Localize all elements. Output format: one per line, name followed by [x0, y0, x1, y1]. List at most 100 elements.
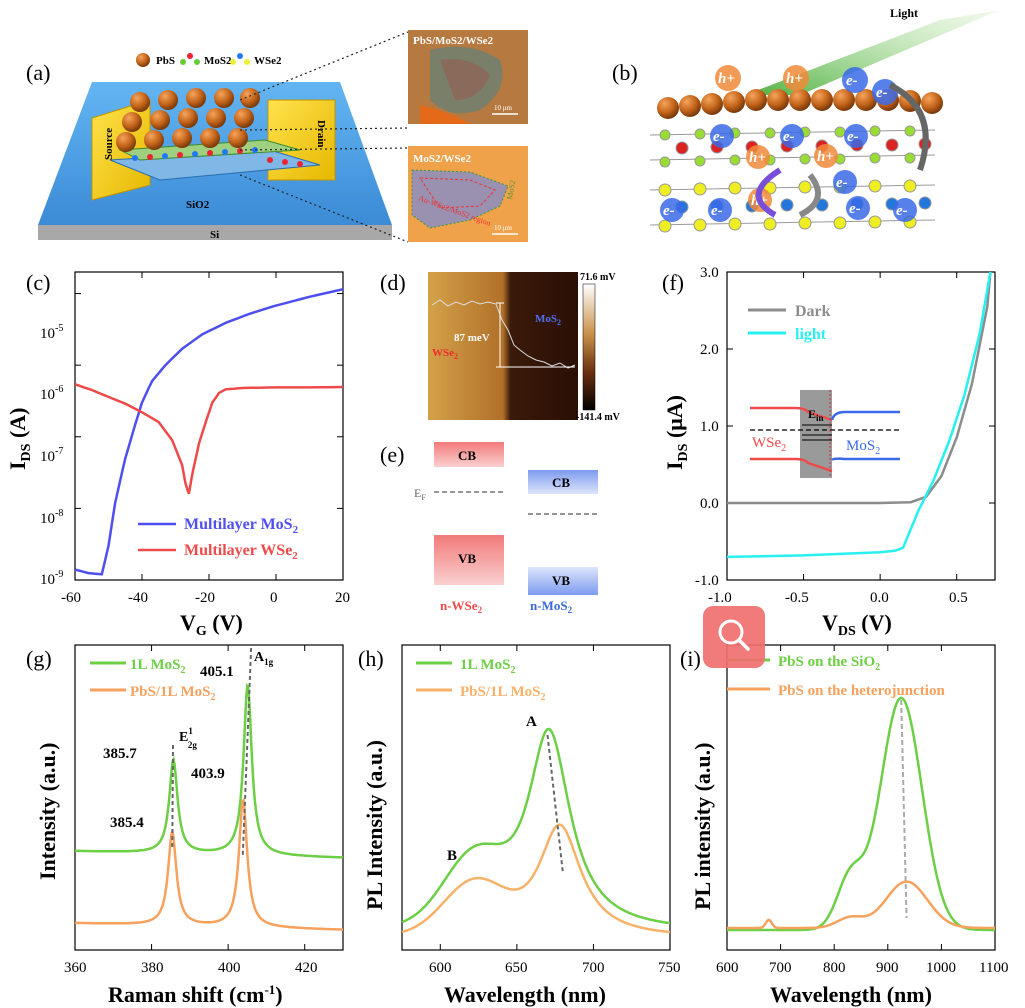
mos2-cb [528, 470, 598, 494]
svg-text:e-: e- [847, 129, 859, 145]
plot-h-lines [401, 727, 671, 934]
i-xtick-5: 1100 [979, 960, 1008, 976]
wse2-layer [649, 179, 936, 233]
h-xtick-2: 700 [582, 960, 605, 976]
i-xlabel: Wavelength (nm) [770, 982, 932, 1007]
inset-top-title: PbS/MoS2/WSe2 [413, 35, 494, 47]
svg-text:h+: h+ [718, 71, 735, 87]
legend-mos2: MoS2 [204, 55, 232, 67]
svg-text:e-: e- [876, 85, 888, 101]
plot-f-lines [726, 271, 992, 559]
h-peak-a: A [526, 714, 537, 730]
mos2-vb [528, 567, 598, 595]
h-legend-pbs: PbS/1L MoS2 [460, 684, 545, 703]
pbs-quantum-dots [116, 88, 260, 152]
panel-label-c: (c) [26, 270, 50, 295]
plot-h-frame [401, 644, 671, 951]
g-shift-line-2 [241, 647, 253, 859]
f-ytick-0: -1.0 [695, 573, 719, 589]
g-xtick-0: 360 [64, 960, 87, 976]
g-legend-1l: 1L MoS2 [130, 657, 185, 676]
plot-i-lines [727, 696, 995, 932]
mos2-cb-label: CB [552, 475, 570, 490]
svg-text:e-: e- [663, 203, 675, 219]
electron-arrow [798, 173, 821, 218]
c-xtick-1: -40 [128, 590, 148, 606]
panel-f: (f) -1.0 -0.5 0.0 0.5 -1.0 0.0 1.0 2.0 3… [662, 265, 996, 639]
h-xlabel: Wavelength (nm) [444, 982, 606, 1007]
svg-text:h+: h+ [749, 150, 766, 166]
f-ytick-3: 2.0 [700, 342, 719, 358]
g-peak-405-1: 405.1 [200, 664, 234, 680]
search-overlay-button[interactable] [703, 606, 765, 668]
f-ytick-4: 3.0 [700, 265, 719, 281]
plot-f-ticks [726, 271, 995, 581]
panel-label-a: (a) [26, 60, 50, 85]
c-xlabel: VG (V) [180, 610, 243, 639]
panel-label-d: (d) [380, 270, 406, 295]
c-xtick-4: 20 [335, 590, 350, 606]
f-legend-dark: Dark [795, 303, 831, 320]
svg-text:e-: e- [713, 129, 725, 145]
i-legend-het: PbS on the heterojunction [778, 683, 945, 699]
f-inset-mos2: MoS2 [846, 438, 880, 457]
svg-text:e-: e- [836, 175, 848, 191]
h-ylabel: PL Intensity (a.u.) [362, 740, 387, 910]
g-peak-385-7: 385.7 [103, 746, 137, 762]
kpfm-wse2-label: WSe2 [432, 347, 458, 361]
f-ytick-2: 1.0 [700, 419, 719, 435]
f-legend-light: light [795, 326, 827, 343]
plot-c-lines [74, 287, 344, 576]
wse2-cb-label: CB [458, 448, 476, 463]
svg-text:10-8: 10-8 [40, 508, 63, 527]
svg-text:10-5: 10-5 [40, 323, 63, 342]
legend-wse2-icon [237, 53, 243, 59]
si-layer [38, 225, 392, 240]
n-wse2-label: n-WSe2 [440, 598, 483, 615]
h-xtick-0: 600 [429, 960, 452, 976]
f-ylabel: IDS (μA) [662, 395, 691, 470]
svg-text:10-7: 10-7 [40, 446, 63, 465]
panel-label-e: (e) [380, 442, 404, 467]
g-legend-pbs: PbS/1L MoS2 [130, 684, 215, 703]
c-series-0 [74, 287, 344, 576]
h-shift-line [546, 734, 564, 873]
h-series-0 [401, 727, 671, 925]
hole-arrow [755, 167, 782, 218]
svg-text:e-: e- [846, 73, 858, 89]
panel-i: (i) 600 700 800 900 1000 1100 Wavelength… [680, 644, 1008, 1007]
panel-d: (d) 71.6 mV -141.4 mV 87 meV WSe2 MoS2 [380, 270, 621, 423]
g-xtick-1: 380 [141, 960, 164, 976]
i-series-1 [727, 880, 995, 930]
plot-g-frame [74, 644, 344, 951]
mos2-layer [649, 125, 936, 168]
plot-c-frame [74, 271, 344, 581]
f-inset-band: Ein WSe2 MoS2 [750, 390, 900, 478]
i-shift-line [900, 699, 908, 919]
ef-label: EF [414, 486, 426, 502]
f-ytick-1: 0.0 [700, 496, 719, 512]
svg-text:10-6: 10-6 [40, 384, 63, 403]
panel-h: (h) 600 650 700 750 Wavelength (nm) PL I… [358, 644, 681, 1007]
drain-label: Drain [315, 120, 327, 148]
h-xtick-1: 650 [505, 960, 528, 976]
plot-g-lines [74, 647, 344, 931]
wse2-vb-label: VB [458, 551, 476, 566]
inset-top-scale: 10 μm [494, 104, 513, 112]
f-xtick-1: -0.5 [785, 590, 809, 606]
f-series-1 [726, 271, 992, 559]
i-xtick-2: 800 [823, 960, 846, 976]
zoom-connectors [239, 31, 409, 243]
kpfm-profile [431, 299, 576, 369]
i-xtick-0: 600 [716, 960, 739, 976]
g-peak-385-4: 385.4 [110, 815, 144, 831]
f-series-0 [727, 271, 992, 505]
source-label: Source [103, 128, 115, 160]
kpfm-colorbar [582, 283, 596, 411]
panel-label-h: (h) [358, 646, 384, 671]
legend-wse2: WSe2 [254, 55, 282, 67]
wse2-vb [434, 535, 504, 585]
f-xtick-3: 0.5 [949, 590, 968, 606]
panel-a: (a) PbS MoS2 WSe2 Si SiO2 Source Drain [26, 30, 528, 243]
